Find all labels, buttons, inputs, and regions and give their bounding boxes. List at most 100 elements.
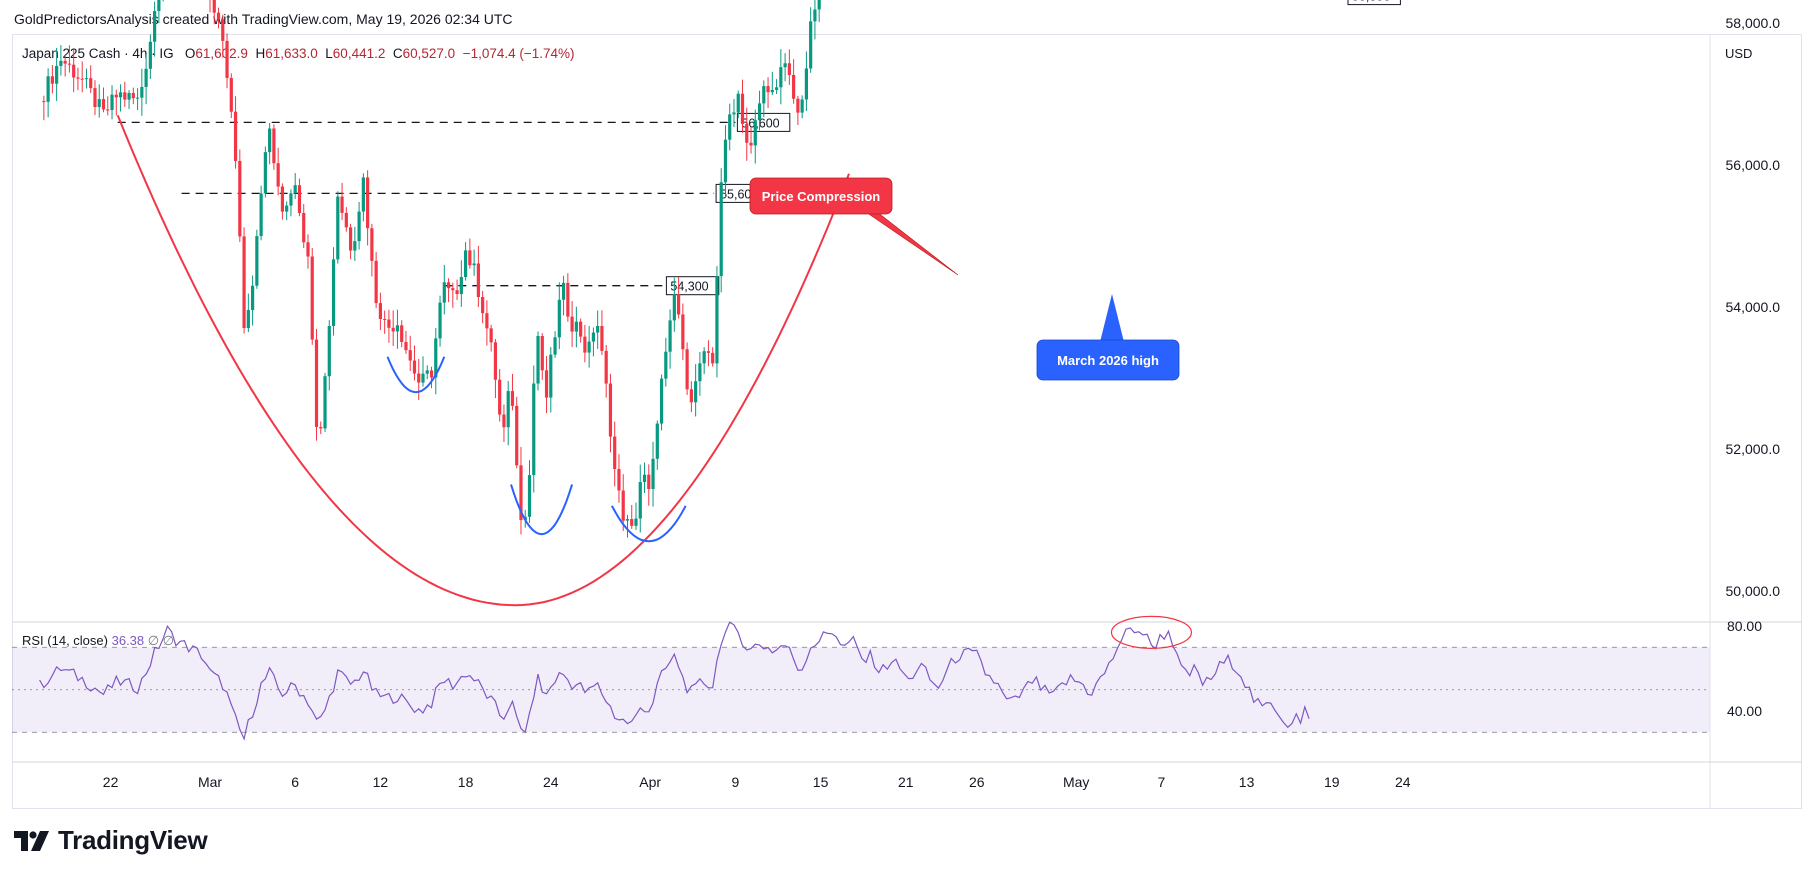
candle-body xyxy=(251,285,255,311)
candle-body xyxy=(617,469,621,491)
time-tick-label: 24 xyxy=(1395,774,1411,790)
candle-body xyxy=(638,482,642,519)
rsi-line xyxy=(39,621,1310,741)
open-value: 61,602.9 xyxy=(195,46,248,61)
candle-body xyxy=(732,112,736,115)
callout-box xyxy=(1036,339,1180,381)
candle-body xyxy=(97,99,101,108)
candle-body xyxy=(144,68,148,87)
rsi-legend[interactable]: RSI (14, close) 36.38 ∅ ∅ xyxy=(22,633,174,649)
rsi-title: RSI (14, close) xyxy=(22,633,108,648)
price-axis: 64,000.062,000.060,000.058,000.056,000.0… xyxy=(1709,15,1781,809)
candle-body xyxy=(63,60,67,64)
candle-body xyxy=(425,370,429,374)
candle-body xyxy=(779,67,783,88)
candle-body xyxy=(72,64,76,78)
candle-body xyxy=(306,242,310,257)
candle-body xyxy=(412,360,417,374)
level-tag-box xyxy=(1347,0,1401,6)
candle-body xyxy=(336,196,340,260)
candle-body xyxy=(302,212,306,243)
candle-body xyxy=(681,314,685,350)
candle-body xyxy=(233,111,238,161)
candle-body xyxy=(225,40,229,78)
candle-body xyxy=(659,378,664,424)
candle-body xyxy=(238,160,242,237)
time-tick-label: 21 xyxy=(898,774,914,790)
candle-body xyxy=(783,63,787,68)
candle-body xyxy=(67,63,72,65)
candle-body xyxy=(242,236,246,329)
candle-body xyxy=(753,120,757,146)
time-tick-label: Apr xyxy=(639,774,661,790)
candle-body xyxy=(89,78,93,89)
time-tick-label: 9 xyxy=(732,774,740,790)
low-value: 60,441.2 xyxy=(332,46,386,61)
chart-frame xyxy=(12,34,1802,809)
candle-body xyxy=(664,351,668,379)
candle-body xyxy=(553,337,557,355)
candle-body xyxy=(50,76,54,84)
candle-body xyxy=(148,41,152,69)
symbol-name[interactable]: Japan 225 Cash · 4h · IG xyxy=(22,46,174,61)
candle-body xyxy=(651,458,655,489)
candle-body xyxy=(668,320,672,352)
time-tick-label: 22 xyxy=(103,774,119,790)
cup-arc xyxy=(116,114,850,607)
candle-body xyxy=(221,19,225,41)
rsi-tick-label: 80.00 xyxy=(1727,618,1762,634)
candle-body xyxy=(698,363,702,382)
candle-body xyxy=(536,335,540,384)
candle-body xyxy=(719,182,723,277)
callout-pointer xyxy=(859,207,959,276)
candle-body xyxy=(118,92,123,98)
candle-body xyxy=(374,260,378,304)
candle-body xyxy=(366,177,370,229)
candle-body xyxy=(587,341,591,353)
candle-body xyxy=(229,77,233,112)
candle-body xyxy=(613,436,617,470)
bowl-arc xyxy=(611,505,687,543)
candle-body xyxy=(711,352,715,364)
currency-label[interactable]: USD xyxy=(1725,46,1753,61)
candle-body xyxy=(285,205,289,212)
tradingview-logo[interactable]: TradingView xyxy=(14,825,208,856)
candle-body xyxy=(157,0,161,12)
candle-body xyxy=(212,0,216,13)
candle-body xyxy=(685,349,689,390)
price-tick-label: 56,000.0 xyxy=(1726,157,1781,173)
time-tick-label: May xyxy=(1063,774,1089,790)
candle-body xyxy=(792,74,796,99)
candle-body xyxy=(276,163,280,187)
rsi-value: 36.38 xyxy=(111,633,145,648)
candle-body xyxy=(804,68,808,100)
candle-body xyxy=(42,101,46,103)
candle-body xyxy=(481,297,485,314)
candle-body xyxy=(502,414,506,428)
time-tick-label: 26 xyxy=(969,774,985,790)
candle-body xyxy=(263,152,267,194)
candle-body xyxy=(289,193,293,206)
callout-march-high: March 2026 high xyxy=(1057,353,1159,368)
candle-body xyxy=(80,78,84,80)
candle-body xyxy=(570,316,574,332)
symbol-header[interactable]: Japan 225 Cash · 4h · IG O61,602.9 H61,6… xyxy=(22,46,575,61)
candle-body xyxy=(434,338,438,378)
candle-body xyxy=(677,294,681,315)
candle-body xyxy=(583,336,587,353)
candle-body xyxy=(344,212,348,228)
candle-body xyxy=(353,241,357,251)
time-tick-label: 18 xyxy=(458,774,474,790)
candle-body xyxy=(319,427,323,429)
candle-body xyxy=(485,313,489,329)
price-tick-label: 58,000.0 xyxy=(1726,15,1781,31)
chart-credit: GoldPredictorsAnalysis created with Trad… xyxy=(14,11,513,27)
candle-body xyxy=(566,282,570,317)
candle-body xyxy=(55,65,59,84)
price-tick-label: 50,000.0 xyxy=(1726,583,1781,599)
price-tick-label: 54,000.0 xyxy=(1726,299,1781,315)
candle-body xyxy=(642,474,647,483)
candle-body xyxy=(123,92,127,100)
candle-body xyxy=(787,63,791,75)
